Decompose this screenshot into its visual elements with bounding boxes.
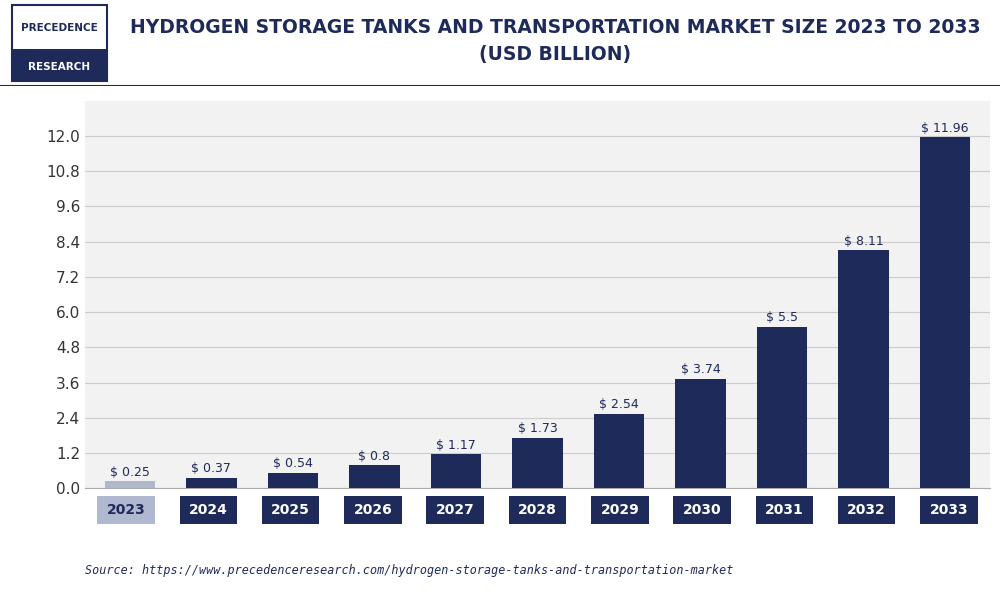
Text: 2028: 2028 bbox=[518, 503, 557, 517]
Bar bbox=[268, 472, 318, 488]
Text: 2027: 2027 bbox=[436, 503, 475, 517]
Bar bbox=[594, 414, 644, 488]
Text: $ 1.17: $ 1.17 bbox=[436, 439, 476, 452]
Bar bbox=[838, 250, 889, 488]
Text: 2033: 2033 bbox=[930, 503, 968, 517]
Text: 2031: 2031 bbox=[765, 503, 804, 517]
Text: RESEARCH: RESEARCH bbox=[28, 62, 91, 72]
Text: $ 1.73: $ 1.73 bbox=[518, 422, 557, 435]
Text: $ 3.74: $ 3.74 bbox=[681, 363, 720, 376]
Text: 2024: 2024 bbox=[189, 503, 228, 517]
Text: 2032: 2032 bbox=[847, 503, 886, 517]
Text: 2026: 2026 bbox=[354, 503, 392, 517]
Bar bbox=[105, 481, 155, 488]
Text: $ 11.96: $ 11.96 bbox=[921, 122, 969, 135]
Text: $ 5.5: $ 5.5 bbox=[766, 311, 798, 324]
Text: HYDROGEN STORAGE TANKS AND TRANSPORTATION MARKET SIZE 2023 TO 2033
(USD BILLION): HYDROGEN STORAGE TANKS AND TRANSPORTATIO… bbox=[130, 18, 980, 64]
Bar bbox=[675, 378, 726, 488]
Bar bbox=[512, 437, 563, 488]
Bar bbox=[12, 5, 107, 81]
Text: 2023: 2023 bbox=[107, 503, 146, 517]
Text: $ 0.54: $ 0.54 bbox=[273, 457, 313, 470]
Text: $ 8.11: $ 8.11 bbox=[844, 235, 884, 248]
Bar bbox=[757, 327, 807, 488]
Bar bbox=[431, 454, 481, 488]
Bar bbox=[920, 137, 970, 488]
Bar bbox=[349, 465, 400, 488]
Text: $ 0.25: $ 0.25 bbox=[110, 466, 150, 479]
Text: 2025: 2025 bbox=[271, 503, 310, 517]
Text: 2029: 2029 bbox=[600, 503, 639, 517]
Bar bbox=[12, 49, 107, 81]
Text: $ 0.8: $ 0.8 bbox=[358, 449, 390, 462]
Text: $ 2.54: $ 2.54 bbox=[599, 398, 639, 411]
Text: Source: https://www.precedenceresearch.com/hydrogen-storage-tanks-and-transporta: Source: https://www.precedenceresearch.c… bbox=[85, 564, 733, 577]
Text: $ 0.37: $ 0.37 bbox=[191, 462, 231, 475]
Text: 2030: 2030 bbox=[683, 503, 721, 517]
Text: PRECEDENCE: PRECEDENCE bbox=[21, 23, 98, 33]
Bar bbox=[186, 478, 237, 488]
